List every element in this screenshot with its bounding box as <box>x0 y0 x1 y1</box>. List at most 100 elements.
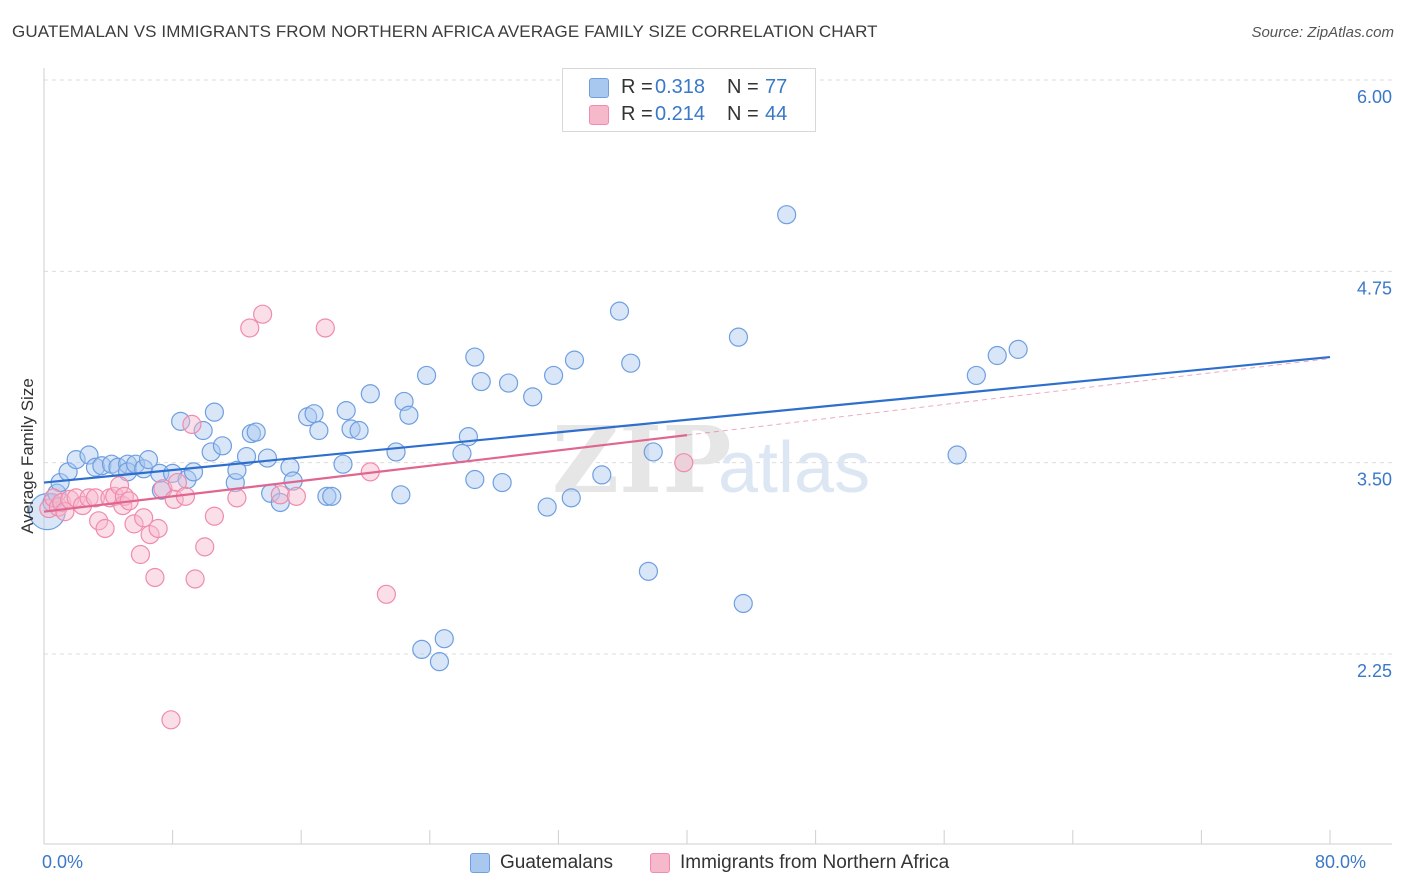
data-point <box>322 486 342 506</box>
data-point <box>412 639 432 660</box>
data-point <box>777 205 797 225</box>
legend-row-northern-africa: R = 0.214 N = 44 <box>563 102 815 128</box>
data-point <box>674 453 694 473</box>
data-point <box>728 327 749 347</box>
data-point <box>638 561 659 581</box>
data-point <box>253 304 273 324</box>
data-point <box>317 486 337 506</box>
legend-n-value: 44 <box>765 103 788 125</box>
data-point <box>349 420 369 441</box>
bottom-legend-label-guatemalans: Guatemalans <box>500 852 614 873</box>
data-point <box>171 411 191 431</box>
data-point <box>333 454 353 474</box>
legend-swatch-guatemalans <box>589 78 609 98</box>
legend-swatch-northern-africa <box>589 105 609 125</box>
data-point <box>492 472 512 493</box>
data-point <box>130 544 151 565</box>
x-tick-label-max: 80.0% <box>1314 852 1366 872</box>
data-point <box>201 442 221 462</box>
y-axis-label: Average Family Size <box>18 378 37 534</box>
data-point <box>987 345 1007 366</box>
data-point <box>145 567 165 588</box>
data-point <box>592 465 612 485</box>
data-point <box>621 353 641 373</box>
legend-r-value: 0.318 <box>655 76 706 98</box>
y-tick-label: 3.50 <box>1357 470 1392 490</box>
data-point <box>304 404 324 424</box>
data-point <box>66 450 86 470</box>
chart-title: GUATEMALAN VS IMMIGRANTS FROM NORTHERN A… <box>12 22 878 41</box>
data-point <box>543 365 564 386</box>
data-point <box>227 460 247 480</box>
trend-line-extension <box>686 358 1331 436</box>
data-point <box>109 476 130 496</box>
data-point <box>434 629 454 649</box>
data-point <box>309 420 329 441</box>
data-point <box>79 445 99 465</box>
data-point <box>386 442 406 462</box>
watermark-atlas: atlas <box>718 428 870 508</box>
legend-row-guatemalans: R = 0.318 N = 77 <box>563 75 815 101</box>
data-point <box>947 445 967 465</box>
trend-line <box>43 434 688 513</box>
trend-lines <box>43 355 1331 513</box>
legend-r-label: R = <box>621 76 653 98</box>
data-point <box>183 462 204 482</box>
data-point <box>185 569 205 589</box>
y-tick-label: 4.75 <box>1357 278 1392 298</box>
data-point <box>236 446 257 467</box>
data-point <box>376 584 396 604</box>
data-point <box>240 318 260 338</box>
data-point <box>227 488 247 508</box>
chart-source: Source: ZipAtlas.com <box>1251 24 1394 41</box>
series-northern-africa <box>39 304 694 730</box>
data-point <box>55 502 75 522</box>
data-point <box>452 443 472 464</box>
data-point <box>89 511 109 531</box>
data-point <box>212 436 233 456</box>
legend-r-label: R = <box>621 103 653 125</box>
data-points <box>28 205 1028 730</box>
data-point <box>257 448 278 468</box>
data-point <box>134 508 154 528</box>
data-point <box>643 442 663 462</box>
data-point <box>193 420 213 441</box>
data-point <box>341 419 361 439</box>
legend-r-value: 0.214 <box>655 103 706 125</box>
data-point <box>523 387 543 407</box>
data-point <box>458 427 478 447</box>
bottom-legend-swatch-northern-africa <box>650 853 670 873</box>
data-point <box>416 365 437 386</box>
grid-lines <box>44 79 1392 655</box>
watermark: ZIP atlas <box>552 406 870 514</box>
data-point <box>336 401 356 421</box>
data-point <box>124 514 144 534</box>
data-point <box>966 365 986 386</box>
bottom-legend-label-northern-africa: Immigrants from Northern Africa <box>680 852 950 873</box>
legend-n-label: N = <box>727 103 759 125</box>
bottom-legend-swatch-guatemalans <box>470 853 490 873</box>
stats-legend: R = 0.318 N = 77 R = 0.214 N = 44 <box>562 68 816 132</box>
data-point <box>204 506 224 526</box>
data-point <box>138 450 159 470</box>
data-point <box>225 472 245 493</box>
data-point <box>465 469 485 490</box>
data-point <box>286 486 306 506</box>
data-point <box>85 488 106 508</box>
data-point <box>85 457 106 477</box>
axes <box>43 68 1392 845</box>
x-tick-label-min: 0.0% <box>42 852 84 872</box>
data-point <box>270 485 290 505</box>
data-point <box>360 384 380 404</box>
y-tick-labels: 6.00 4.75 3.50 2.25 <box>1357 87 1392 681</box>
data-point <box>537 497 557 517</box>
data-point <box>1008 339 1028 359</box>
data-point <box>161 710 181 730</box>
data-point <box>95 518 115 539</box>
data-point <box>148 518 168 539</box>
series-guatemalans <box>28 205 1028 672</box>
data-point <box>391 485 411 505</box>
data-point <box>471 371 491 392</box>
data-point <box>92 456 112 476</box>
